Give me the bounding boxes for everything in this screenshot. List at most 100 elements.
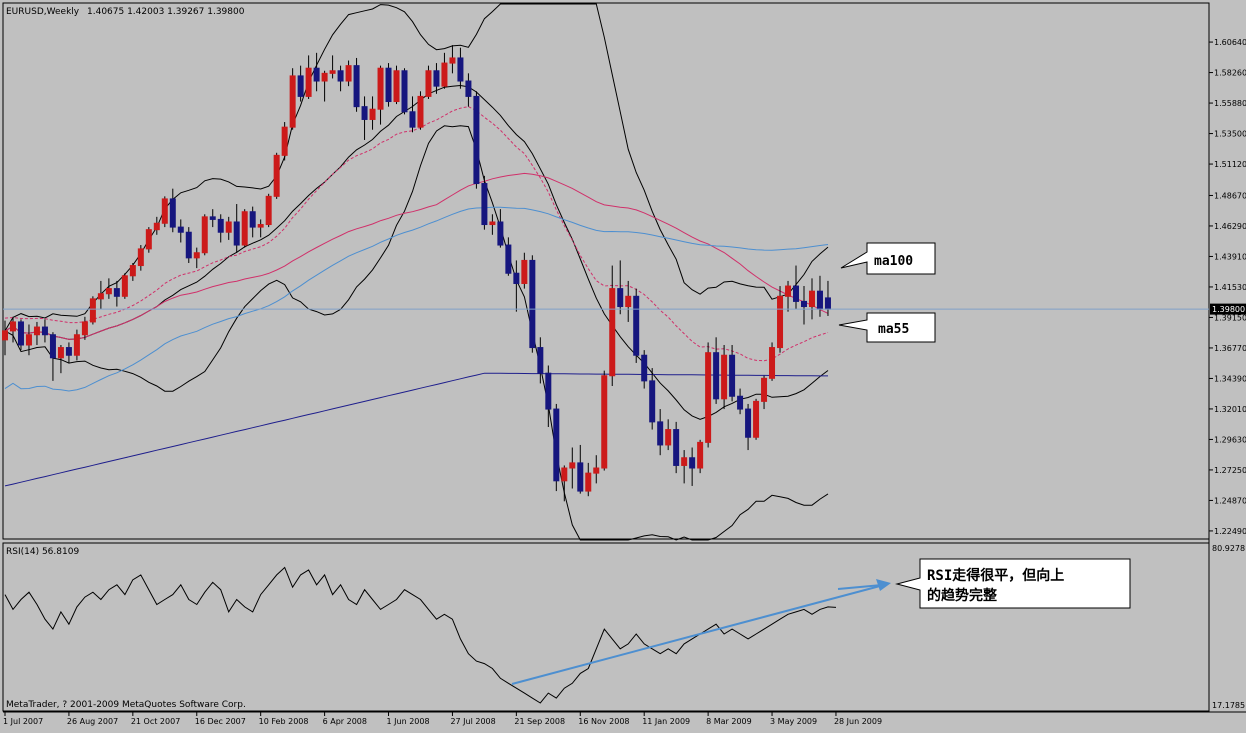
candle-body <box>121 275 128 297</box>
candle-body <box>729 354 736 397</box>
candle-body <box>65 347 72 356</box>
candle-body <box>521 259 528 284</box>
candle-body <box>529 259 536 349</box>
time-tick-label: 1 Jul 2007 <box>3 717 43 726</box>
ma-long-line <box>4 372 828 487</box>
candle-body <box>497 221 504 246</box>
candle-body <box>537 347 544 374</box>
time-tick-label: 28 Jun 2009 <box>834 717 882 726</box>
candle-body <box>505 244 512 274</box>
candle-body <box>777 295 784 349</box>
price-tick-label: 1.24870 <box>1214 496 1246 505</box>
candle-body <box>577 462 584 492</box>
candle-body <box>281 126 288 156</box>
price-tick-label: 1.41530 <box>1214 283 1246 292</box>
candle-body <box>745 408 752 438</box>
candle-body <box>385 67 392 103</box>
candle-body <box>824 297 831 310</box>
candle-body <box>25 334 32 346</box>
candle-body <box>2 330 8 341</box>
time-tick-label: 27 Jul 2008 <box>450 717 495 726</box>
candle-body <box>425 70 432 97</box>
time-tick-label: 21 Oct 2007 <box>131 717 180 726</box>
ma100-line <box>4 206 829 392</box>
rsi-tick-label: 17.1785 <box>1212 701 1245 710</box>
ma55-line <box>4 172 829 340</box>
time-tick-label: 16 Nov 2008 <box>578 717 629 726</box>
ma-dashed-line <box>4 106 829 362</box>
rsi-callout: RSI走得很平，但向上 的趋势完整 <box>895 558 1131 609</box>
time-tick-label: 11 Jan 2009 <box>642 717 690 726</box>
candle-body <box>561 467 568 482</box>
candle-body <box>649 380 656 423</box>
candle-body <box>329 70 336 74</box>
candle-body <box>185 231 192 259</box>
candle-body <box>697 441 704 469</box>
candle-body <box>633 295 640 356</box>
candle-body <box>609 288 616 377</box>
candle-body <box>289 75 296 128</box>
candle-body <box>313 67 320 82</box>
time-tick-label: 8 Mar 2009 <box>706 717 752 726</box>
candle-body <box>585 472 592 492</box>
candle-body <box>369 108 376 120</box>
candle-body <box>377 67 384 110</box>
candle-body <box>73 334 80 356</box>
candle-body <box>769 347 776 379</box>
candle-body <box>17 321 24 346</box>
candle-body <box>401 70 408 113</box>
candle-body <box>233 221 240 246</box>
candle-body <box>433 70 440 87</box>
candle-body <box>129 265 136 277</box>
candle-body <box>361 106 368 120</box>
candle-body <box>169 198 176 228</box>
candle-body <box>641 354 648 382</box>
candle-body <box>321 72 328 82</box>
candle-body <box>457 57 464 82</box>
axes-group: 1.60640 1.58260 1.55880 1.53500 1.51120 1.486… <box>3 38 1246 726</box>
candle-body <box>417 95 424 128</box>
candle-body <box>145 229 152 250</box>
price-tick-label: 1.60640 <box>1214 38 1246 47</box>
candle-body <box>337 70 344 82</box>
time-tick-label: 3 May 2009 <box>770 717 817 726</box>
candle-body <box>241 211 248 246</box>
symbol-label: EURUSD,Weekly <box>6 7 80 17</box>
price-tick-label: 1.34390 <box>1214 374 1246 383</box>
candle-body <box>353 65 360 108</box>
candle-body <box>705 352 712 443</box>
ma55-callout-text: ma55 <box>878 322 909 337</box>
candle-body <box>489 221 496 226</box>
candle-body <box>601 375 608 469</box>
time-tick-label: 10 Feb 2008 <box>259 717 309 726</box>
candle-body <box>345 65 352 82</box>
candle-body <box>393 70 400 103</box>
time-tick-label: 21 Sep 2008 <box>514 717 565 726</box>
rsi-header-label: RSI(14) 56.8109 <box>6 547 79 557</box>
price-tick-label: 1.43910 <box>1214 252 1246 261</box>
candle-body <box>793 285 800 302</box>
indicator-lines-group <box>4 3 829 541</box>
candle-body <box>409 111 416 128</box>
candle-body <box>113 288 120 297</box>
candle-body <box>41 326 48 336</box>
price-tick-label: 1.27250 <box>1214 466 1246 475</box>
candle-body <box>249 211 256 228</box>
candle-body <box>217 218 224 233</box>
candle-body <box>33 326 40 336</box>
candle-body <box>681 457 688 466</box>
candle-body <box>721 354 728 400</box>
candle-body <box>441 62 448 87</box>
price-tick-label: 1.22490 <box>1214 527 1246 536</box>
candle-body <box>273 154 280 197</box>
candle-body <box>9 321 16 332</box>
candle-body <box>753 400 760 438</box>
price-tick-label: 1.46290 <box>1214 222 1246 231</box>
candle-body <box>97 293 104 300</box>
candle-body <box>193 252 200 259</box>
price-tick-label: 1.58260 <box>1214 69 1246 78</box>
candle-body <box>161 198 168 224</box>
ma55-callout: ma55 <box>838 312 936 343</box>
rsi-trend-arrow <box>511 579 891 685</box>
candle-body <box>265 195 272 226</box>
